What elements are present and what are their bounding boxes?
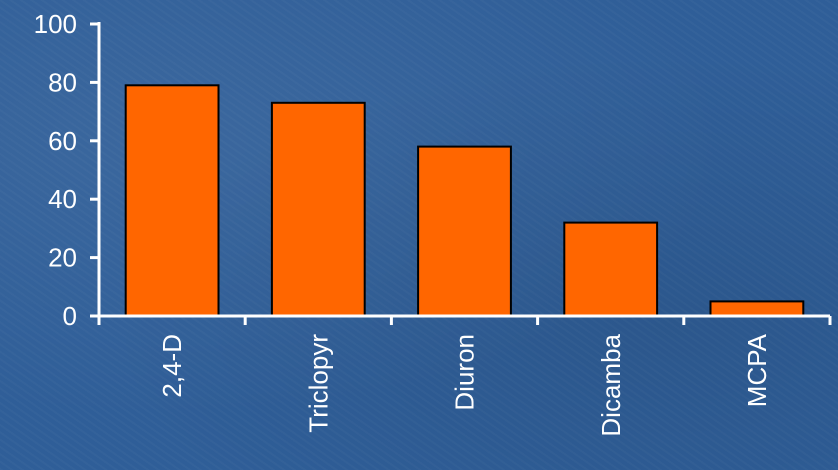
x-label-diuron: Diuron (450, 334, 480, 411)
x-label-2-4-d: 2,4-D (157, 334, 187, 398)
bars-group (124, 84, 805, 318)
y-tick-label-20: 20 (48, 243, 77, 273)
y-tick-label-60: 60 (48, 126, 77, 156)
x-label-dicamba: Dicamba (596, 333, 626, 436)
bar-triclopyr (270, 101, 366, 317)
bar-mcpa (709, 300, 805, 317)
bar-dicamba (563, 221, 659, 318)
x-label-mcpa: MCPA (742, 333, 772, 407)
y-tick-label-40: 40 (48, 184, 77, 214)
bar-2-4-d (124, 84, 220, 317)
y-tick-labels: 0 20 40 60 80 100 (34, 9, 77, 331)
axes-group (90, 22, 832, 325)
y-tick-label-100: 100 (34, 9, 77, 39)
x-category-labels: 2,4-D Triclopyr Diuron Dicamba MCPA (157, 333, 772, 436)
x-label-triclopyr: Triclopyr (303, 334, 333, 433)
bar-diuron (417, 145, 512, 317)
y-tick-label-0: 0 (63, 301, 77, 331)
y-tick-label-80: 80 (48, 67, 77, 97)
